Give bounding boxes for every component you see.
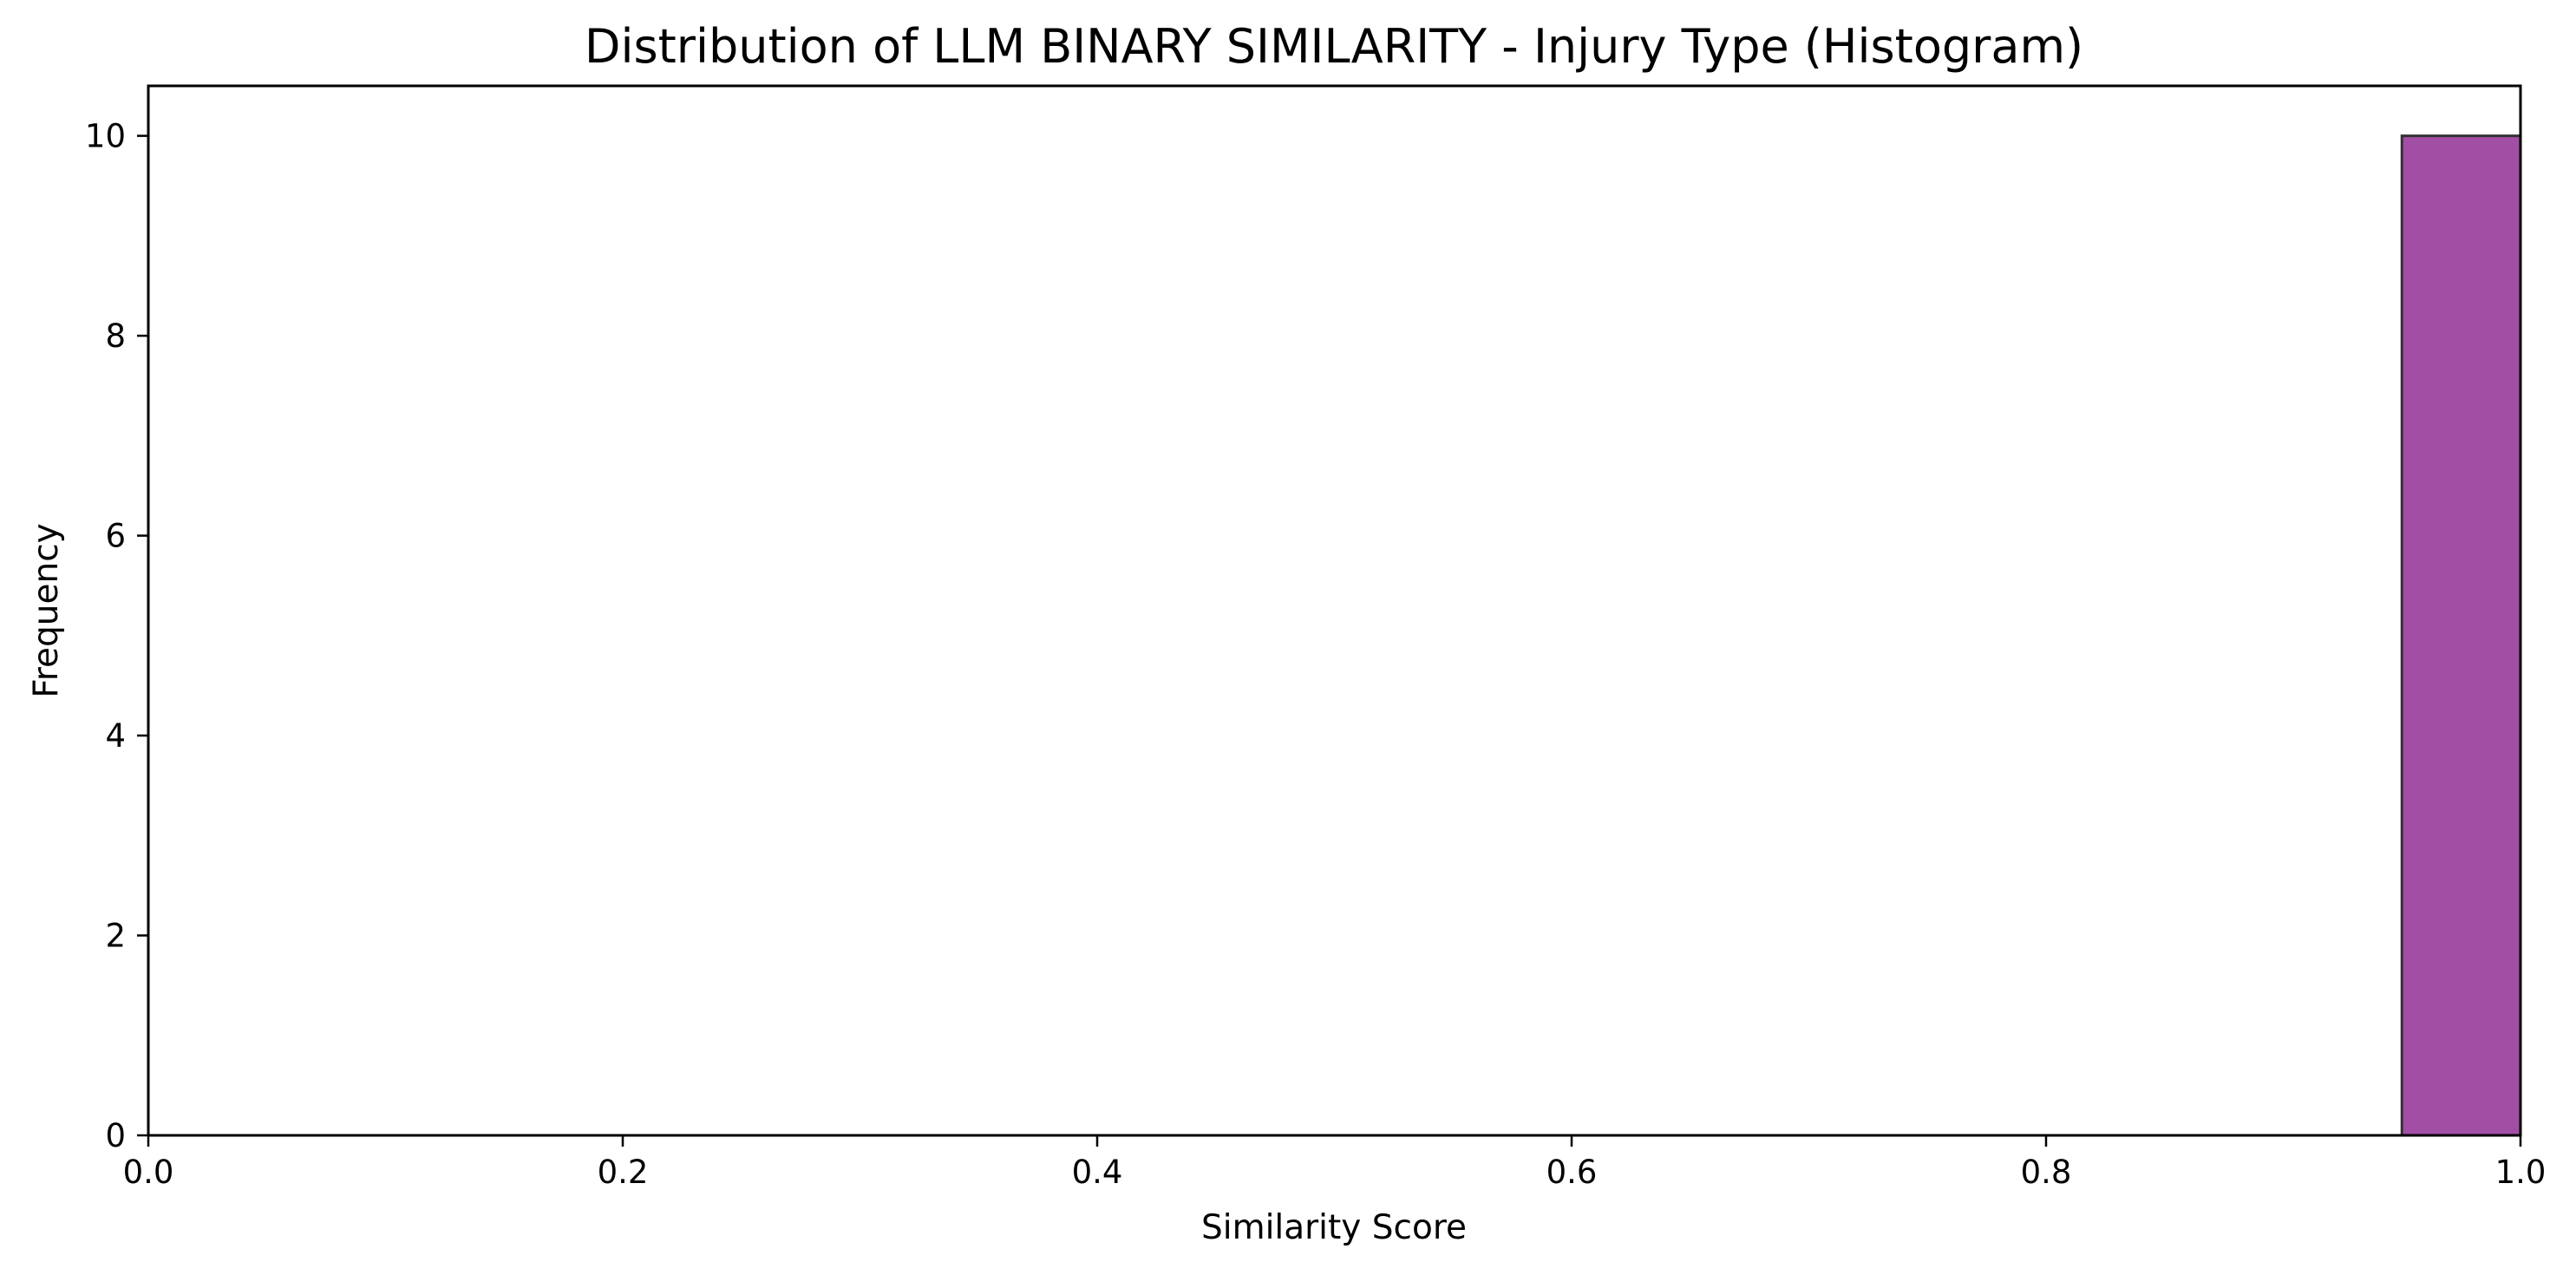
y-tick-label: 2 [105,918,126,955]
ticks-layer: 0.0 0.2 0.4 0.6 0.8 1.0 0 2 4 6 8 10 [85,118,2547,1191]
y-tick-label: 0 [105,1117,126,1154]
x-tick-label: 0.0 [123,1154,174,1191]
bars-layer [2400,134,2522,1137]
y-tick-label: 6 [105,518,126,555]
x-tick-label: 0.2 [598,1154,649,1191]
histogram-bar-0 [2400,134,2522,1137]
x-tick-label: 0.4 [1072,1154,1123,1191]
x-tick-label: 1.0 [2495,1154,2547,1191]
y-tick-label: 10 [85,118,126,155]
y-tick-label: 8 [105,317,126,355]
y-axis-label: Frequency [27,523,66,697]
x-tick-label: 0.6 [1546,1154,1598,1191]
plot-frame [147,84,2522,1137]
y-tick-label: 4 [105,717,126,755]
x-tick-label: 0.8 [2021,1154,2072,1191]
chart-title: Distribution of LLM BINARY SIMILARITY - … [585,19,2083,74]
x-axis-label: Similarity Score [1201,1208,1467,1247]
